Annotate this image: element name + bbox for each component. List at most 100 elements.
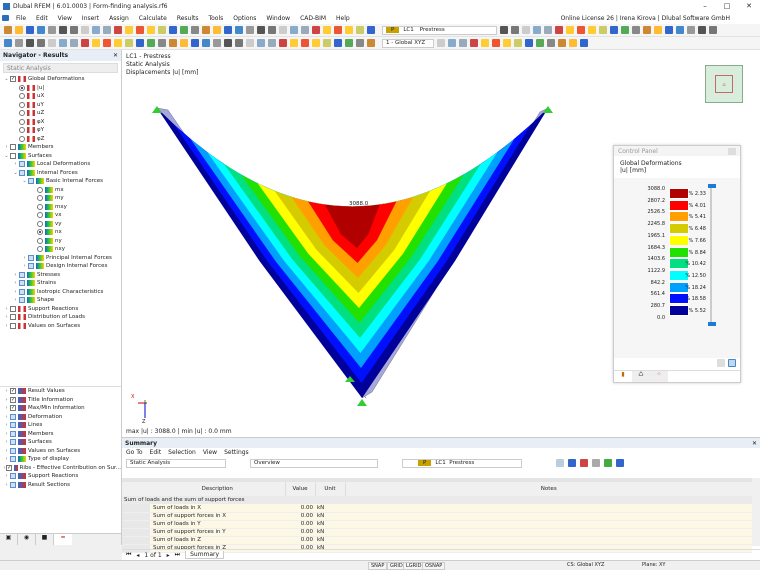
toolbar-tool-icon[interactable]: [257, 26, 265, 34]
legend-slider-min-handle[interactable]: [708, 322, 716, 326]
toolbar-tool-icon[interactable]: [577, 26, 585, 34]
chevron-right-icon[interactable]: ›: [14, 271, 17, 278]
chevron-right-icon[interactable]: ›: [3, 464, 6, 471]
table-icon[interactable]: [592, 459, 600, 467]
chevron-right-icon[interactable]: ›: [5, 430, 8, 437]
display-item[interactable]: › Lines: [0, 421, 121, 430]
tree-item[interactable]: uZ: [0, 109, 121, 118]
menu-results[interactable]: Results: [176, 14, 199, 22]
toolbar-tool-icon[interactable]: [544, 26, 552, 34]
checkbox[interactable]: [10, 422, 16, 429]
tree-item[interactable]: uX: [0, 92, 121, 101]
toolbar-tool-icon[interactable]: [558, 39, 566, 47]
toolbar-tool-icon[interactable]: [147, 39, 155, 47]
checkbox[interactable]: [10, 439, 16, 446]
chevron-right-icon[interactable]: ›: [5, 447, 8, 454]
toolbar-tool-icon[interactable]: [213, 39, 221, 47]
toolbar-tool-icon[interactable]: [547, 39, 555, 47]
toolbar-tool-icon[interactable]: [511, 26, 519, 34]
toolbar-tool-icon[interactable]: [312, 26, 320, 34]
tree-item[interactable]: nxy: [0, 245, 121, 254]
toolbar-tool-icon[interactable]: [136, 39, 144, 47]
checkbox[interactable]: [28, 178, 34, 185]
toolbar-tool-icon[interactable]: [643, 26, 651, 34]
toolbar-tool-icon[interactable]: [492, 39, 500, 47]
close-navigator-icon[interactable]: ✕: [112, 52, 118, 59]
chevron-right-icon[interactable]: ›: [5, 439, 8, 446]
toolbar-tool-icon[interactable]: [323, 39, 331, 47]
tree-item[interactable]: mx: [0, 186, 121, 195]
tree-item[interactable]: › Support Reactions: [0, 305, 121, 314]
tree-item[interactable]: ⌄ Surfaces: [0, 152, 121, 161]
menu-help[interactable]: Help: [336, 14, 350, 22]
toolbar-tool-icon[interactable]: [15, 26, 23, 34]
radio-button[interactable]: [37, 246, 43, 253]
toolbar-tool-icon[interactable]: [180, 39, 188, 47]
chevron-right-icon[interactable]: ›: [5, 473, 8, 480]
checkbox[interactable]: ✓: [10, 76, 16, 83]
radio-button[interactable]: [37, 195, 43, 202]
tree-item[interactable]: › Shape: [0, 296, 121, 305]
checkbox[interactable]: [10, 481, 16, 488]
tree-item[interactable]: my: [0, 194, 121, 203]
summary-view-select[interactable]: Overview: [250, 458, 378, 468]
radio-button[interactable]: [37, 220, 43, 227]
radio-button[interactable]: [19, 93, 25, 100]
3d-viewport[interactable]: LC1 - Prestress Static Analysis Displace…: [122, 50, 760, 437]
chevron-right-icon[interactable]: ›: [14, 297, 17, 304]
checkbox[interactable]: ✓: [10, 396, 16, 403]
toolbar-tool-icon[interactable]: [580, 39, 588, 47]
toolbar-tool-icon[interactable]: [632, 26, 640, 34]
display-item[interactable]: › ✓ Ribs - Effective Contribution on Sur..…: [0, 464, 121, 473]
toolbar-tool-icon[interactable]: [235, 26, 243, 34]
tree-item[interactable]: ⌄ Basic Internal Forces: [0, 177, 121, 186]
checkbox[interactable]: [10, 305, 16, 312]
toolbar-tool-icon[interactable]: [470, 39, 478, 47]
coordinate-system-select[interactable]: 1 - Global XYZ: [382, 38, 434, 48]
next-page-button[interactable]: ▸: [166, 551, 170, 559]
toolbar-tool-icon[interactable]: [4, 39, 12, 47]
table-row[interactable]: Sum of loads in Z 0.00 kN: [122, 536, 752, 544]
tree-item[interactable]: |u|: [0, 84, 121, 93]
toolbar-tool-icon[interactable]: [356, 39, 364, 47]
snap-toggle[interactable]: SNAP: [368, 562, 388, 570]
data-tab-icon[interactable]: ▣: [0, 534, 18, 545]
display-item[interactable]: › Result Sections: [0, 481, 121, 490]
table-row[interactable]: Sum of support forces in X 0.00 kN: [122, 512, 752, 520]
toolbar-tool-icon[interactable]: [268, 39, 276, 47]
toolbar-tool-icon[interactable]: [169, 26, 177, 34]
excel-icon[interactable]: [604, 459, 612, 467]
toolbar-tool-icon[interactable]: [26, 39, 34, 47]
factors-tab-icon[interactable]: ♺: [632, 371, 650, 382]
display-item[interactable]: › Type of display: [0, 455, 121, 464]
chevron-right-icon[interactable]: ›: [14, 288, 17, 295]
toolbar-tool-icon[interactable]: [536, 39, 544, 47]
toolbar-tool-icon[interactable]: [503, 39, 511, 47]
toolbar-tool-icon[interactable]: [224, 26, 232, 34]
chevron-right-icon[interactable]: ›: [5, 456, 8, 463]
toolbar-tool-icon[interactable]: [500, 26, 508, 34]
toolbar-tool-icon[interactable]: [525, 39, 533, 47]
toolbar-tool-icon[interactable]: [15, 39, 23, 47]
toolbar-tool-icon[interactable]: [555, 26, 563, 34]
summary-lc-select[interactable]: P LC1 Prestress: [402, 458, 522, 468]
menu-options[interactable]: Options: [233, 14, 257, 22]
toolbar-tool-icon[interactable]: [459, 39, 467, 47]
toolbar-tool-icon[interactable]: [246, 26, 254, 34]
summary-scrollbar[interactable]: [752, 478, 760, 546]
toolbar-tool-icon[interactable]: [665, 26, 673, 34]
display-tab-icon[interactable]: ◉: [18, 534, 36, 545]
tree-item[interactable]: ⌄ Internal Forces: [0, 169, 121, 178]
tree-item[interactable]: › Distribution of Loads: [0, 313, 121, 322]
app-menu-icon[interactable]: [2, 15, 9, 21]
radio-button[interactable]: [37, 212, 43, 219]
toolbar-tool-icon[interactable]: [676, 26, 684, 34]
toolbar-tool-icon[interactable]: [202, 39, 210, 47]
toolbar-tool-icon[interactable]: [437, 39, 445, 47]
menu-window[interactable]: Window: [266, 14, 291, 22]
display-item[interactable]: › ✓ Max/Min Information: [0, 404, 121, 413]
checkbox[interactable]: [10, 322, 16, 329]
toolbar-tool-icon[interactable]: [103, 26, 111, 34]
toolbar-tool-icon[interactable]: [367, 39, 375, 47]
toolbar-tool-icon[interactable]: [481, 39, 489, 47]
